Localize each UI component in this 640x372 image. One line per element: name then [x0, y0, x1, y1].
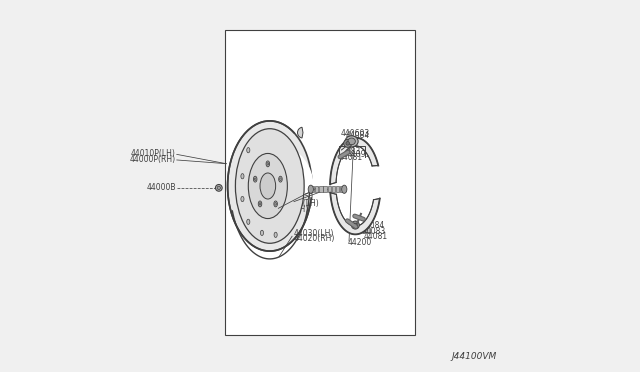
Text: 44030(LH): 44030(LH)	[293, 229, 333, 238]
Wedge shape	[298, 127, 303, 138]
Text: 44090: 44090	[348, 227, 372, 236]
Bar	[225, 30, 415, 335]
Ellipse shape	[260, 173, 276, 199]
Bar	[328, 186, 331, 192]
Text: 44091: 44091	[347, 150, 371, 159]
Text: 44000P(RH): 44000P(RH)	[129, 155, 175, 164]
Ellipse shape	[267, 163, 269, 165]
Text: 44084: 44084	[361, 221, 385, 230]
Text: 44180+A(LH): 44180+A(LH)	[267, 199, 319, 208]
Ellipse shape	[255, 178, 256, 180]
Text: 44081: 44081	[364, 232, 388, 241]
Text: 44000B: 44000B	[146, 183, 175, 192]
Ellipse shape	[241, 196, 244, 202]
Ellipse shape	[280, 178, 281, 180]
Text: 44180(RH): 44180(RH)	[267, 205, 308, 214]
Ellipse shape	[308, 185, 314, 193]
Ellipse shape	[351, 221, 359, 229]
Ellipse shape	[217, 186, 221, 190]
Bar	[336, 186, 339, 192]
Ellipse shape	[241, 174, 244, 179]
Ellipse shape	[346, 142, 349, 145]
Ellipse shape	[236, 129, 304, 243]
Ellipse shape	[353, 223, 357, 227]
Polygon shape	[330, 193, 380, 234]
Text: 44081: 44081	[339, 153, 362, 162]
Ellipse shape	[278, 176, 282, 182]
Text: 44083: 44083	[362, 227, 387, 236]
Text: J44100VM: J44100VM	[451, 352, 497, 361]
Ellipse shape	[260, 230, 264, 235]
Ellipse shape	[247, 148, 250, 153]
Text: 44083: 44083	[337, 147, 361, 156]
Ellipse shape	[259, 201, 262, 207]
Text: 44200: 44200	[348, 238, 372, 247]
Ellipse shape	[259, 203, 261, 205]
Wedge shape	[270, 150, 314, 197]
Bar	[340, 186, 344, 192]
Ellipse shape	[253, 176, 257, 182]
Bar	[311, 186, 314, 192]
Ellipse shape	[345, 136, 358, 147]
Ellipse shape	[342, 185, 347, 193]
Ellipse shape	[274, 201, 277, 207]
Ellipse shape	[266, 161, 269, 167]
Ellipse shape	[275, 203, 276, 205]
Text: 440603: 440603	[340, 129, 370, 138]
Ellipse shape	[247, 219, 250, 224]
Ellipse shape	[344, 140, 352, 147]
Text: 44010P(LH): 44010P(LH)	[131, 149, 175, 158]
Text: 44020(RH): 44020(RH)	[293, 234, 335, 243]
Bar	[323, 186, 326, 192]
Polygon shape	[330, 138, 378, 184]
Text: 44051: 44051	[291, 193, 316, 202]
Ellipse shape	[348, 138, 355, 145]
Bar	[319, 186, 323, 192]
Ellipse shape	[216, 185, 222, 191]
Ellipse shape	[274, 232, 277, 237]
Ellipse shape	[228, 121, 312, 251]
Ellipse shape	[248, 153, 287, 219]
Bar	[332, 186, 335, 192]
Text: 44084: 44084	[346, 131, 370, 140]
Bar	[315, 186, 318, 192]
